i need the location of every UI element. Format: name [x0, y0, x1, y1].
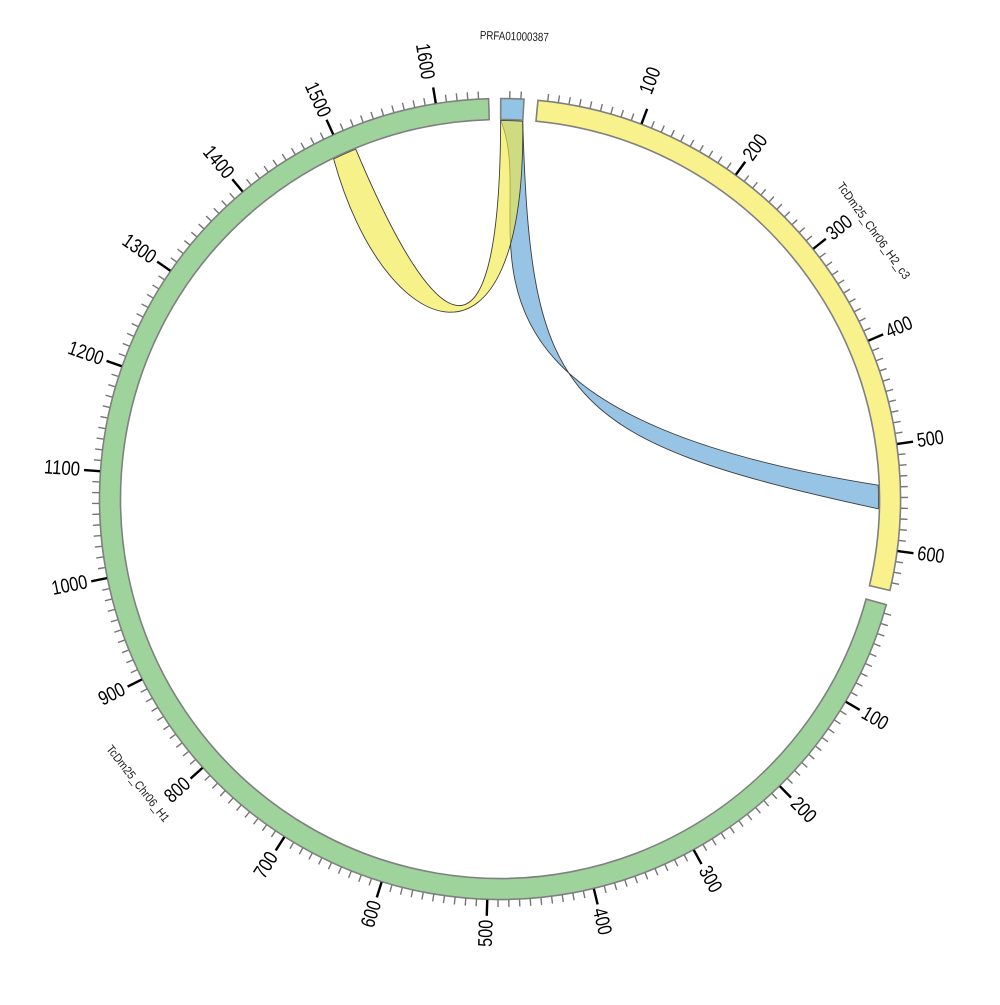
- svg-text:PRFA01000387: PRFA01000387: [480, 28, 550, 44]
- svg-text:500: 500: [916, 427, 946, 452]
- svg-text:500: 500: [475, 919, 498, 947]
- svg-text:1100: 1100: [43, 456, 80, 480]
- svg-text:600: 600: [916, 543, 946, 568]
